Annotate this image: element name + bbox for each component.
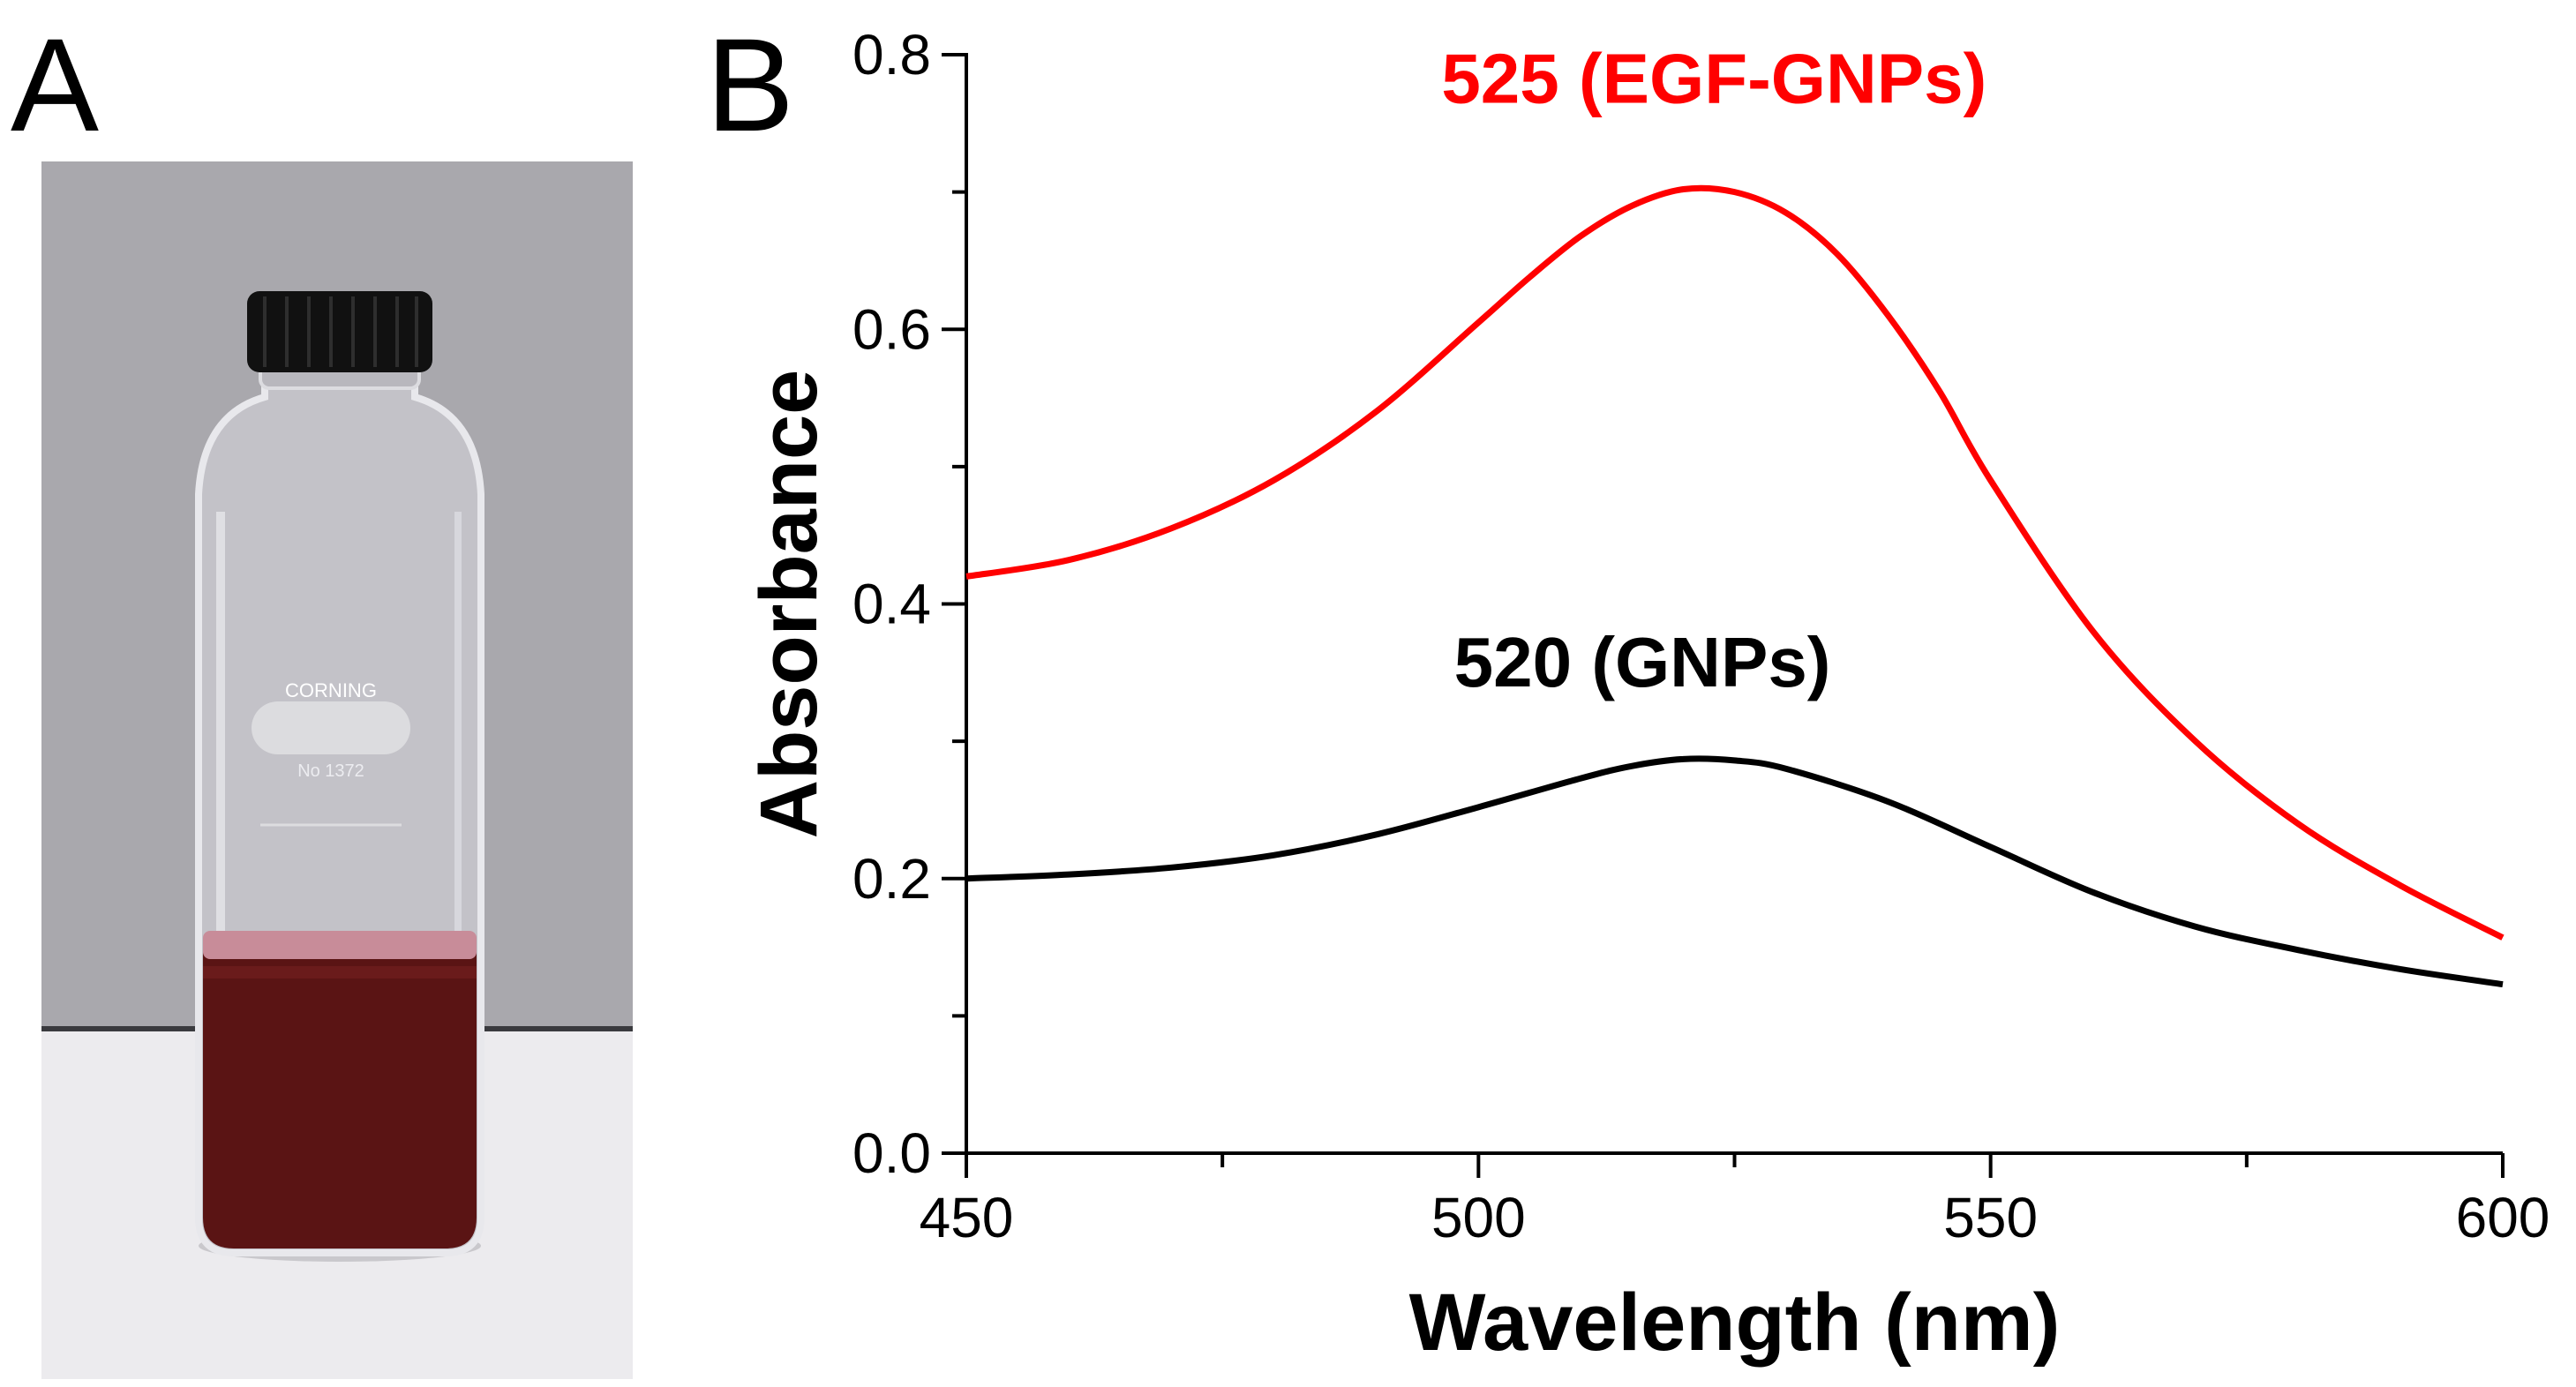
bottle-label bbox=[252, 701, 410, 754]
bottle-solution bbox=[203, 944, 477, 1248]
x-tick-label: 500 bbox=[1431, 1186, 1526, 1249]
y-axis-label: Absorbance bbox=[744, 370, 834, 839]
peak-annotations: 525 (EGF-GNPs) 520 (GNPs) bbox=[1441, 39, 1986, 701]
tick-labels: 0.0 0.2 0.4 0.6 0.8 450 500 550 600 bbox=[852, 23, 2550, 1249]
panel-a-label: A bbox=[11, 11, 99, 159]
peak-annotation: 525 (EGF-GNPs) bbox=[1441, 39, 1986, 117]
y-tick-label: 0.8 bbox=[852, 23, 931, 86]
absorbance-chart: 0.0 0.2 0.4 0.6 0.8 450 500 550 600 525 (EGF-GNP… bbox=[744, 23, 2550, 1368]
panel-b-label: B bbox=[706, 11, 794, 159]
y-tick-label: 0.0 bbox=[852, 1121, 931, 1185]
x-tick-label: 550 bbox=[1943, 1186, 2038, 1249]
solution-meniscus bbox=[203, 931, 477, 959]
y-tick-label: 0.2 bbox=[852, 847, 931, 911]
bottle-brand: CORNING bbox=[285, 679, 377, 701]
bottle-number: No 1372 bbox=[297, 761, 364, 781]
x-axis-label: Wavelength (nm) bbox=[1409, 1278, 2061, 1368]
x-tick-label: 450 bbox=[920, 1186, 1014, 1249]
peak-annotation: 520 (GNPs) bbox=[1454, 623, 1831, 701]
bottle-cap bbox=[247, 291, 432, 372]
series-line-egf-gnps bbox=[965, 184, 2505, 941]
x-tick-label: 600 bbox=[2456, 1186, 2550, 1249]
series-line-gnps bbox=[965, 755, 2504, 988]
y-tick-label: 0.6 bbox=[852, 297, 931, 361]
bottle-photo: CORNING No 1372 bbox=[41, 161, 633, 1379]
data-series bbox=[965, 184, 2505, 988]
tick-marks bbox=[942, 53, 2505, 1178]
y-tick-label: 0.4 bbox=[852, 573, 931, 636]
chart-axes bbox=[965, 53, 2503, 1155]
